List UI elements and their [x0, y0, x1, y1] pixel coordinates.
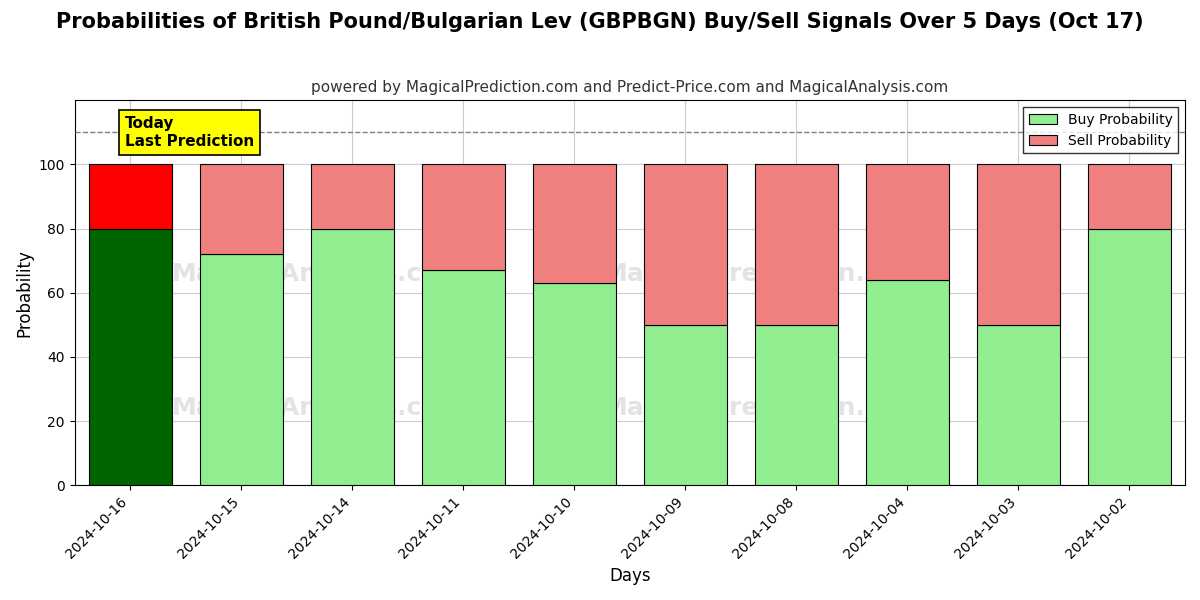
Bar: [755, 164, 838, 325]
Bar: [865, 164, 949, 280]
Bar: [89, 229, 172, 485]
Bar: [865, 280, 949, 485]
Bar: [1088, 229, 1171, 485]
Bar: [421, 164, 505, 271]
Bar: [533, 283, 616, 485]
Title: powered by MagicalPrediction.com and Predict-Price.com and MagicalAnalysis.com: powered by MagicalPrediction.com and Pre…: [311, 80, 948, 95]
Text: MagicalPrediction.com: MagicalPrediction.com: [602, 262, 924, 286]
X-axis label: Days: Days: [610, 567, 650, 585]
Bar: [643, 325, 727, 485]
Bar: [755, 325, 838, 485]
Bar: [199, 164, 283, 254]
Bar: [977, 164, 1060, 325]
Bar: [533, 164, 616, 283]
Bar: [199, 254, 283, 485]
Bar: [643, 164, 727, 325]
Bar: [1088, 164, 1171, 229]
Bar: [421, 271, 505, 485]
Text: MagicalPrediction.com: MagicalPrediction.com: [602, 396, 924, 420]
Text: MagicalAnalysis.com: MagicalAnalysis.com: [172, 262, 466, 286]
Y-axis label: Probability: Probability: [16, 249, 34, 337]
Bar: [977, 325, 1060, 485]
Text: Probabilities of British Pound/Bulgarian Lev (GBPBGN) Buy/Sell Signals Over 5 Da: Probabilities of British Pound/Bulgarian…: [56, 12, 1144, 32]
Legend: Buy Probability, Sell Probability: Buy Probability, Sell Probability: [1024, 107, 1178, 154]
Text: Today
Last Prediction: Today Last Prediction: [125, 116, 254, 149]
Bar: [311, 164, 394, 229]
Bar: [311, 229, 394, 485]
Bar: [89, 164, 172, 229]
Text: MagicalAnalysis.com: MagicalAnalysis.com: [172, 396, 466, 420]
